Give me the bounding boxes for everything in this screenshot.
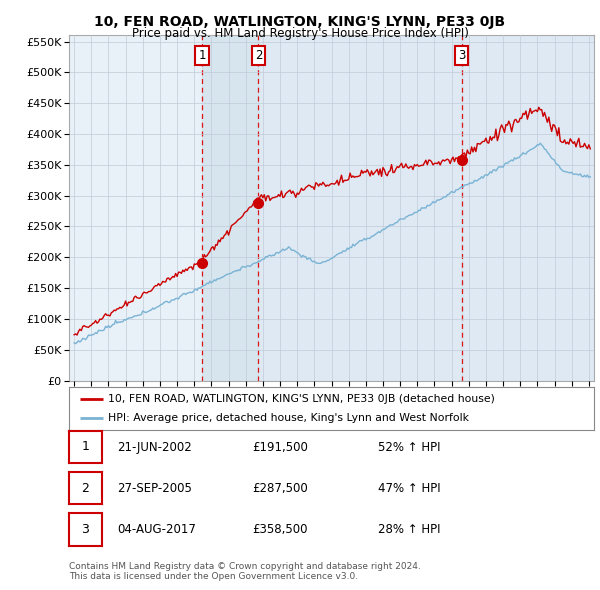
Text: Price paid vs. HM Land Registry's House Price Index (HPI): Price paid vs. HM Land Registry's House … [131,27,469,40]
Text: 28% ↑ HPI: 28% ↑ HPI [378,523,440,536]
Text: 47% ↑ HPI: 47% ↑ HPI [378,482,440,495]
Text: 21-JUN-2002: 21-JUN-2002 [117,441,192,454]
Text: £287,500: £287,500 [252,482,308,495]
Text: Contains HM Land Registry data © Crown copyright and database right 2024.: Contains HM Land Registry data © Crown c… [69,562,421,571]
Text: £358,500: £358,500 [252,523,308,536]
Text: 10, FEN ROAD, WATLINGTON, KING'S LYNN, PE33 0JB (detached house): 10, FEN ROAD, WATLINGTON, KING'S LYNN, P… [109,394,495,404]
Bar [202,35,259,381]
Text: HPI: Average price, detached house, King's Lynn and West Norfolk: HPI: Average price, detached house, King… [109,413,469,423]
Text: 04-AUG-2017: 04-AUG-2017 [117,523,196,536]
Text: 2: 2 [82,481,89,495]
Text: This data is licensed under the Open Government Licence v3.0.: This data is licensed under the Open Gov… [69,572,358,581]
Text: 27-SEP-2005: 27-SEP-2005 [117,482,192,495]
Text: £191,500: £191,500 [252,441,308,454]
Bar [461,35,594,381]
Text: 3: 3 [82,523,89,536]
Text: 52% ↑ HPI: 52% ↑ HPI [378,441,440,454]
Bar [259,35,461,381]
Text: 1: 1 [82,440,89,454]
Text: 2: 2 [254,48,262,61]
Text: 1: 1 [199,48,206,61]
Text: 3: 3 [458,48,465,61]
Text: 10, FEN ROAD, WATLINGTON, KING'S LYNN, PE33 0JB: 10, FEN ROAD, WATLINGTON, KING'S LYNN, P… [94,15,506,29]
